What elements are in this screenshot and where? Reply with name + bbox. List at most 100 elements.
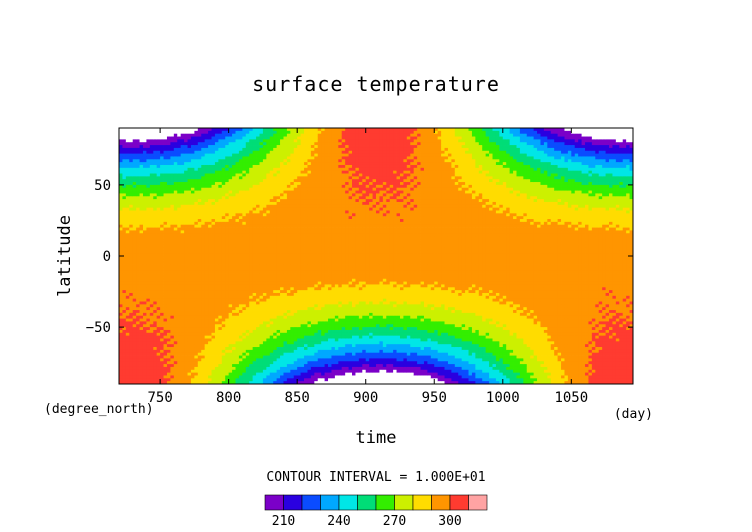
heatmap-cell xyxy=(266,292,271,297)
heatmap-cell xyxy=(146,335,151,339)
heatmap-cell xyxy=(173,329,178,334)
heatmap-cell xyxy=(269,369,274,374)
heatmap-cell xyxy=(283,162,288,166)
heatmap-cell xyxy=(225,358,230,362)
heatmap-cell xyxy=(262,321,267,325)
heatmap-cell xyxy=(136,238,140,243)
heatmap-cell xyxy=(304,139,308,143)
heatmap-cell xyxy=(256,147,260,152)
heatmap-cell xyxy=(304,173,308,177)
heatmap-cell xyxy=(173,204,178,209)
heatmap-cell xyxy=(153,304,158,308)
heatmap-cell xyxy=(273,142,278,146)
heatmap-cell xyxy=(276,358,281,362)
heatmap-cell xyxy=(156,284,161,288)
heatmap-cell xyxy=(146,298,151,302)
heatmap-cell xyxy=(149,281,154,285)
heatmap-cell xyxy=(156,264,161,268)
heatmap-cell xyxy=(211,298,216,302)
heatmap-cell xyxy=(235,253,240,257)
heatmap-cell xyxy=(252,284,257,288)
heatmap-cell xyxy=(307,210,312,214)
heatmap-cell xyxy=(190,358,195,362)
heatmap-cell xyxy=(218,133,223,137)
heatmap-cell xyxy=(211,281,216,285)
heatmap-cell xyxy=(160,287,164,291)
heatmap-cell xyxy=(259,170,264,174)
heatmap-cell xyxy=(283,244,288,248)
heatmap-cell xyxy=(225,292,230,297)
heatmap-cell xyxy=(129,341,134,345)
heatmap-cell xyxy=(187,187,192,191)
heatmap-cell xyxy=(204,204,209,209)
heatmap-cell xyxy=(276,187,281,191)
heatmap-cell xyxy=(259,381,264,385)
heatmap-cell xyxy=(232,301,236,305)
heatmap-cell xyxy=(149,164,154,169)
heatmap-cell xyxy=(245,292,250,297)
heatmap-cell xyxy=(163,170,168,174)
heatmap-cell xyxy=(269,321,274,325)
heatmap-cell xyxy=(160,184,164,189)
heatmap-cell xyxy=(194,187,199,191)
heatmap-cell xyxy=(266,201,271,206)
heatmap-cell xyxy=(252,275,257,280)
heatmap-cell xyxy=(139,341,144,345)
heatmap-cell xyxy=(125,307,130,311)
heatmap-cell xyxy=(153,136,158,140)
heatmap-cell xyxy=(146,164,151,169)
heatmap-cell xyxy=(249,147,254,152)
heatmap-cell xyxy=(249,233,254,237)
heatmap-cell xyxy=(208,378,212,382)
heatmap-cell xyxy=(204,372,209,376)
heatmap-cell xyxy=(238,233,243,237)
heatmap-cell xyxy=(283,292,288,297)
heatmap-cell xyxy=(283,273,288,277)
heatmap-cell xyxy=(235,352,240,356)
heatmap-cell xyxy=(146,281,151,285)
heatmap-cell xyxy=(208,256,212,260)
heatmap-cell xyxy=(252,184,257,189)
heatmap-cell xyxy=(293,301,298,305)
heatmap-cell xyxy=(153,207,158,211)
heatmap-cell xyxy=(283,167,288,172)
heatmap-cell xyxy=(297,199,302,203)
heatmap-cell xyxy=(218,281,223,285)
heatmap-cell xyxy=(238,145,243,149)
heatmap-cell xyxy=(235,327,240,331)
heatmap-cell xyxy=(304,216,308,220)
heatmap-cell xyxy=(149,241,154,246)
heatmap-cell xyxy=(187,133,192,137)
heatmap-cell xyxy=(146,366,151,371)
heatmap-cell xyxy=(269,324,274,328)
heatmap-cell xyxy=(290,250,295,254)
heatmap-cell xyxy=(153,355,158,359)
heatmap-cell xyxy=(266,256,271,260)
heatmap-cell xyxy=(122,344,127,348)
heatmap-cell xyxy=(142,369,147,374)
heatmap-cell xyxy=(235,258,240,263)
heatmap-cell xyxy=(242,264,247,268)
heatmap-cell xyxy=(170,142,175,146)
heatmap-cell xyxy=(273,250,278,254)
heatmap-cell xyxy=(259,344,264,348)
heatmap-cell xyxy=(269,301,274,305)
heatmap-cell xyxy=(160,332,164,337)
heatmap-cell xyxy=(232,278,236,282)
heatmap-cell xyxy=(266,270,271,274)
heatmap-cell xyxy=(201,361,206,365)
heatmap-cell xyxy=(180,153,185,157)
heatmap-cell xyxy=(208,130,212,135)
heatmap-cell xyxy=(238,128,243,132)
heatmap-cell xyxy=(177,207,182,211)
heatmap-cell xyxy=(187,258,192,263)
heatmap-cell xyxy=(266,156,271,160)
heatmap-cell xyxy=(190,381,195,385)
heatmap-cell xyxy=(184,199,188,203)
heatmap-cell xyxy=(256,347,260,351)
heatmap-cell xyxy=(132,230,137,234)
heatmap-cell xyxy=(122,164,127,169)
heatmap-cell xyxy=(163,128,168,132)
heatmap-cell xyxy=(194,307,199,311)
heatmap-cell xyxy=(177,199,182,203)
